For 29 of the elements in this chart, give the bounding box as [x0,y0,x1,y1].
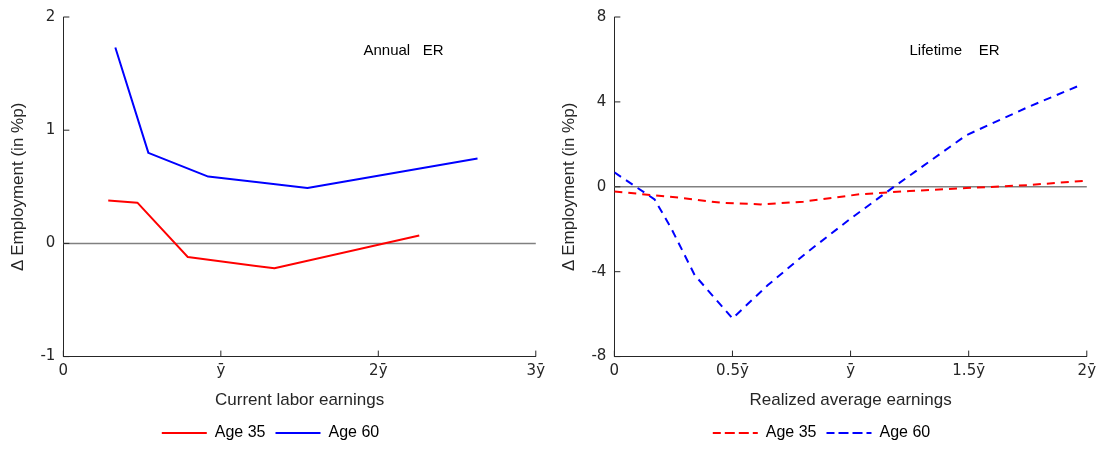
legend-label: Age 35 [765,423,817,441]
x-tick-label: 0 [58,361,69,380]
legend-label: Age 60 [328,423,380,441]
line-series [614,85,1079,320]
legend-label: Age 60 [879,423,931,441]
x-tick-label: 0 [609,361,620,380]
y-axis-title: Δ Employment (in %p) [558,102,578,271]
annotation: Lifetime ER [909,41,1000,59]
y-tick-label: -8 [591,346,607,365]
annotation: Annual ER [363,41,444,59]
y-tick-label: 8 [596,6,607,25]
x-tick-label: ȳ [216,361,226,380]
x-tick-label: 2ȳ [1077,361,1097,380]
x-axis-title: Current labor earnings [214,390,385,410]
y-tick-label: 1 [45,120,56,139]
x-tick-label: 2ȳ [369,361,388,380]
y-tick-label: 4 [596,91,607,110]
y-tick-label: -4 [591,261,607,280]
x-axis-title: Realized average earnings [749,390,952,410]
y-tick-label: 0 [596,176,607,195]
x-tick-label: ȳ [846,361,856,380]
legend-label: Age 35 [214,423,266,441]
y-axis-title: Δ Employment (in %p) [7,102,27,271]
x-tick-label: 0.5ȳ [716,361,749,380]
x-tick-label: 3ȳ [526,361,546,380]
y-tick-label: 2 [45,6,56,25]
y-tick-label: 0 [45,233,56,252]
y-tick-label: -1 [40,346,56,365]
x-tick-label: 1.5ȳ [952,361,986,380]
